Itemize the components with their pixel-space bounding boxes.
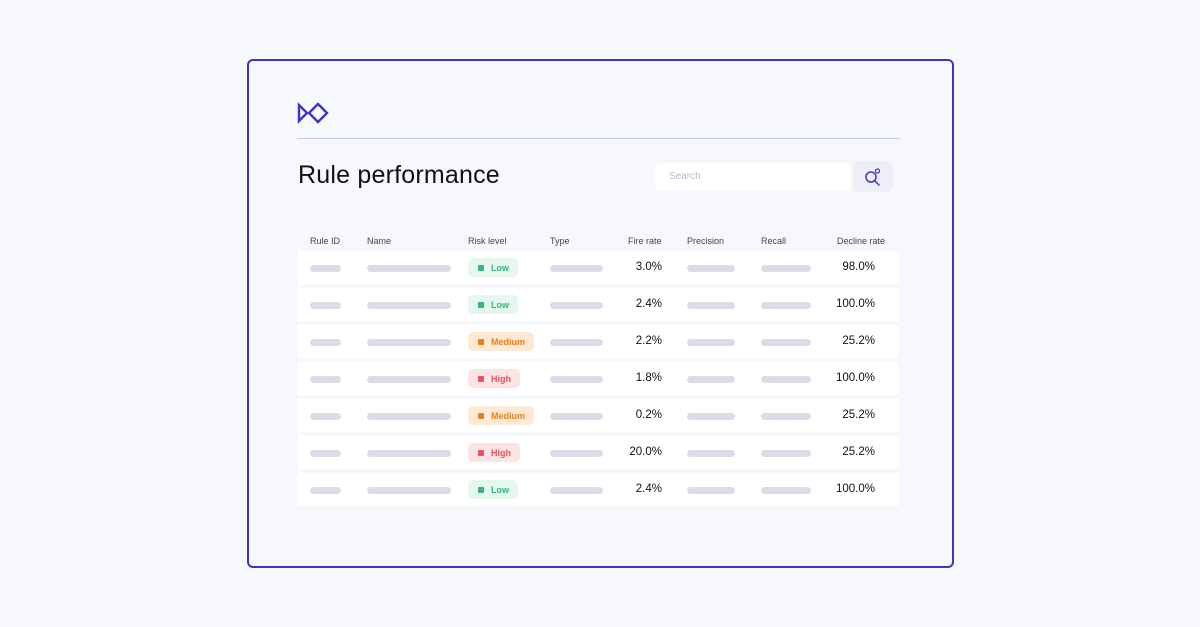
risk-level-label: High: [491, 373, 511, 384]
type-placeholder: [550, 376, 603, 383]
risk-level-label: Low: [491, 299, 509, 310]
precision-placeholder: [687, 302, 735, 309]
diamond-chevron-logo-icon: [297, 102, 329, 124]
name-placeholder: [367, 265, 451, 272]
risk-level-badge: Low: [468, 480, 518, 499]
risk-dot-icon: [478, 301, 484, 308]
rule-id-placeholder: [310, 302, 341, 309]
rule-id-placeholder: [310, 450, 341, 457]
recall-placeholder: [761, 376, 811, 383]
precision-placeholder: [687, 413, 735, 420]
rule-id-placeholder: [310, 265, 341, 272]
name-placeholder: [367, 302, 451, 309]
decline-rate-value: 100.0%: [835, 483, 875, 495]
decline-rate-value: 100.0%: [835, 298, 875, 310]
fire-rate-value: 0.2%: [635, 409, 662, 421]
risk-level-badge: Low: [468, 258, 518, 277]
precision-placeholder: [687, 265, 735, 272]
app-window: Rule performance Rule ID Name Risk level…: [247, 59, 954, 568]
rule-id-placeholder: [310, 413, 341, 420]
risk-level-label: High: [491, 447, 511, 458]
recall-placeholder: [761, 413, 811, 420]
table-row[interactable]: Medium 2.2% 25.2%: [298, 325, 899, 358]
risk-level-label: Medium: [491, 410, 526, 421]
risk-level-badge: Medium: [468, 406, 535, 425]
table-row[interactable]: Low 3.0% 98.0%: [298, 251, 899, 284]
type-placeholder: [550, 302, 603, 309]
risk-dot-icon: [478, 449, 484, 456]
risk-dot-icon: [478, 375, 484, 382]
decline-rate-value: 98.0%: [842, 261, 875, 273]
risk-level-label: Low: [491, 484, 509, 495]
rule-id-placeholder: [310, 376, 341, 383]
fire-rate-value: 20.0%: [629, 446, 662, 458]
recall-placeholder: [761, 487, 811, 494]
precision-placeholder: [687, 339, 735, 346]
risk-level-badge: Medium: [468, 332, 535, 351]
recall-placeholder: [761, 339, 811, 346]
column-header-fire-rate[interactable]: Fire rate: [628, 236, 662, 246]
column-header-name[interactable]: Name: [367, 236, 392, 246]
decline-rate-value: 25.2%: [842, 335, 875, 347]
column-header-recall[interactable]: Recall: [761, 236, 787, 246]
rule-id-placeholder: [310, 487, 341, 494]
table-row[interactable]: Low 2.4% 100.0%: [298, 473, 899, 506]
risk-level-badge: High: [468, 369, 520, 388]
header-divider: [297, 138, 900, 139]
table-header: Rule ID Name Risk level Type Fire rate P…: [298, 233, 899, 251]
decline-rate-value: 25.2%: [842, 409, 875, 421]
risk-level-label: Medium: [491, 336, 526, 347]
search-icon: [865, 167, 881, 186]
table-row[interactable]: Medium 0.2% 25.2%: [298, 399, 899, 432]
table-row[interactable]: High 1.8% 100.0%: [298, 362, 899, 395]
fire-rate-value: 2.4%: [635, 298, 662, 310]
page-title: Rule performance: [298, 161, 500, 189]
fire-rate-value: 2.2%: [635, 335, 662, 347]
recall-placeholder: [761, 265, 811, 272]
decline-rate-value: 100.0%: [835, 372, 875, 384]
name-placeholder: [367, 376, 451, 383]
rule-id-placeholder: [310, 339, 341, 346]
precision-placeholder: [687, 376, 735, 383]
type-placeholder: [550, 413, 603, 420]
risk-dot-icon: [478, 412, 484, 419]
table-row[interactable]: Low 2.4% 100.0%: [298, 288, 899, 321]
risk-level-badge: Low: [468, 295, 518, 314]
name-placeholder: [367, 487, 451, 494]
fire-rate-value: 2.4%: [635, 483, 662, 495]
name-placeholder: [367, 339, 451, 346]
type-placeholder: [550, 339, 603, 346]
search-input[interactable]: [655, 163, 851, 190]
decline-rate-value: 25.2%: [842, 446, 875, 458]
risk-dot-icon: [478, 486, 484, 493]
search-button[interactable]: [853, 161, 893, 192]
name-placeholder: [367, 413, 451, 420]
column-header-rule-id[interactable]: Rule ID: [310, 236, 341, 246]
risk-level-badge: High: [468, 443, 520, 462]
fire-rate-value: 3.0%: [635, 261, 662, 273]
risk-dot-icon: [478, 338, 484, 345]
column-header-decline-rate[interactable]: Decline rate: [837, 236, 886, 246]
column-header-type[interactable]: Type: [550, 236, 570, 246]
rules-table: Rule ID Name Risk level Type Fire rate P…: [298, 233, 899, 506]
precision-placeholder: [687, 450, 735, 457]
risk-dot-icon: [478, 264, 484, 271]
name-placeholder: [367, 450, 451, 457]
precision-placeholder: [687, 487, 735, 494]
column-header-precision[interactable]: Precision: [687, 236, 725, 246]
type-placeholder: [550, 487, 603, 494]
recall-placeholder: [761, 450, 811, 457]
type-placeholder: [550, 265, 603, 272]
search-box[interactable]: [655, 163, 851, 190]
table-body: Low 3.0% 98.0% Low 2.4% 100.0% Medium 2.2% 25.2%…: [298, 251, 899, 506]
risk-level-label: Low: [491, 262, 509, 273]
recall-placeholder: [761, 302, 811, 309]
fire-rate-value: 1.8%: [635, 372, 662, 384]
table-row[interactable]: High 20.0% 25.2%: [298, 436, 899, 469]
type-placeholder: [550, 450, 603, 457]
column-header-risk-level[interactable]: Risk level: [468, 236, 507, 246]
